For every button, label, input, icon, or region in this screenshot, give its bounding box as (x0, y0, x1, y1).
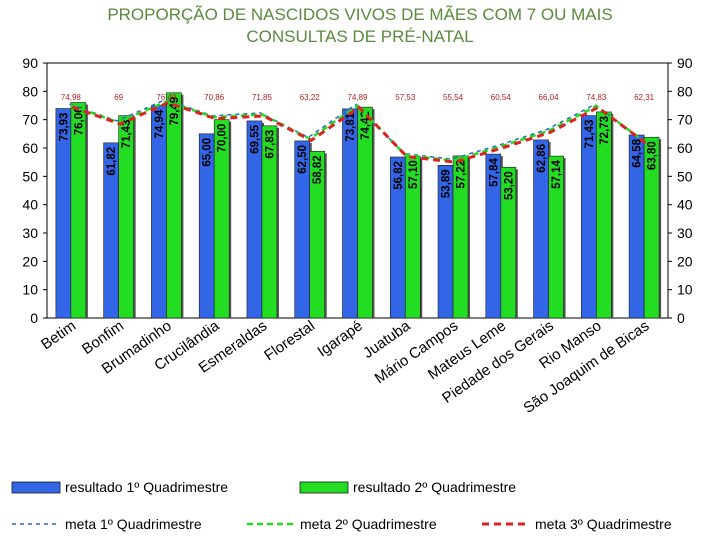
bar-value-label: 62,86 (536, 144, 548, 173)
meta-value-label: 76,49 (156, 93, 177, 102)
chart-title: PROPORÇÃO DE NASCIDOS VIVOS DE MÃES COM … (0, 4, 720, 48)
y-tick-label-left: 40 (22, 197, 38, 213)
bar-value-label: 61,82 (106, 147, 118, 176)
bar-2 (357, 106, 373, 319)
bar-value-label: 65,00 (202, 138, 214, 167)
meta-value-label: 66,04 (539, 93, 560, 102)
y-tick-label-right: 50 (677, 168, 693, 184)
meta-value-label: 71,85 (252, 93, 273, 102)
bar-value-label: 73,93 (58, 113, 70, 142)
bar-2 (500, 166, 517, 319)
y-tick-label-right: 60 (677, 140, 693, 156)
meta-value-label: 70,86 (204, 93, 225, 102)
y-tick-label-left: 60 (22, 140, 38, 156)
y-tick-label-right: 0 (677, 310, 685, 326)
bar-2 (70, 102, 87, 319)
y-tick-label-right: 70 (677, 112, 693, 128)
y-tick-label-right: 80 (677, 83, 693, 99)
bar-value-label: 53,89 (441, 169, 453, 198)
y-tick-label-right: 10 (677, 282, 693, 298)
meta-value-label: 62,31 (634, 93, 655, 102)
y-tick-label-right: 30 (677, 225, 693, 241)
bar-2 (643, 136, 660, 319)
bar-value-label: 62,50 (297, 145, 309, 174)
y-tick-label-left: 80 (22, 83, 38, 99)
meta-value-label: 60,54 (491, 93, 512, 102)
meta-line-1 (69, 98, 644, 160)
bar-value-label: 57,14 (551, 160, 563, 189)
category-label: Florestal (261, 317, 318, 364)
bar-2 (118, 115, 134, 319)
bar-value-label: 63,80 (647, 141, 659, 170)
legend-swatch-bar (11, 481, 61, 494)
category-label: Betim (38, 317, 79, 353)
y-tick-label-left: 90 (22, 55, 38, 71)
bar-2 (261, 125, 278, 319)
bar-value-label: 70,00 (217, 124, 229, 153)
bar-value-label: 53,20 (503, 171, 515, 200)
bar-value-label: 56,82 (393, 161, 405, 190)
y-tick-label-left: 50 (22, 168, 38, 184)
meta-value-label: 63,22 (300, 93, 321, 102)
bar-value-label: 67,83 (264, 130, 276, 159)
legend-label: meta 2º Quadrimestre (300, 516, 437, 532)
y-tick-label-right: 90 (677, 55, 693, 71)
y-tick-label-left: 30 (22, 225, 38, 241)
bar-2 (548, 155, 564, 319)
meta-value-label: 74,98 (61, 93, 82, 102)
meta-value-label: 55,54 (443, 93, 464, 102)
bar-2 (166, 92, 182, 319)
bar-value-label: 71,43 (121, 120, 133, 149)
y-tick-label-left: 70 (22, 112, 38, 128)
bar-2 (309, 151, 326, 319)
meta-line-3 (71, 101, 647, 164)
bar-value-label: 72,73 (599, 116, 611, 145)
bar-value-label: 73,81 (345, 112, 357, 141)
category-label: Igarapé (314, 317, 365, 360)
y-tick-label-right: 40 (677, 197, 693, 213)
bar-value-label: 58,82 (312, 155, 324, 184)
legend-swatch-bar (299, 481, 349, 494)
bar-value-label: 71,43 (584, 120, 596, 149)
chart-title-line-1: PROPORÇÃO DE NASCIDOS VIVOS DE MÃES COM … (107, 5, 613, 24)
meta-line-2 (70, 99, 645, 162)
legend-label: resultado 2º Quadrimestre (353, 479, 516, 495)
bar-value-label: 74,94 (154, 109, 166, 138)
meta-value-label: 74,89 (347, 93, 368, 102)
bar-value-label: 69,55 (249, 124, 261, 153)
bar-value-label: 76,06 (73, 106, 85, 135)
bar-value-label: 57,10 (408, 160, 420, 189)
legend-label: meta 3º Quadrimestre (535, 516, 672, 532)
meta-value-label: 57,53 (395, 93, 416, 102)
bar-value-label: 64,58 (632, 138, 644, 167)
legend-label: meta 1º Quadrimestre (65, 516, 202, 532)
meta-value-label: 74,83 (586, 93, 607, 102)
bar-2 (452, 155, 469, 319)
y-tick-label-left: 20 (22, 253, 38, 269)
legend-label: resultado 1º Quadrimestre (65, 479, 228, 495)
y-tick-label-right: 20 (677, 253, 693, 269)
bar-value-label: 57,84 (488, 158, 500, 187)
bar-value-label: 57,22 (456, 160, 468, 189)
y-tick-label-left: 10 (22, 282, 38, 298)
y-tick-label-left: 0 (30, 310, 38, 326)
chart-title-line-2: CONSULTAS DE PRÉ-NATAL (246, 27, 474, 46)
meta-value-label: 69 (114, 93, 123, 102)
